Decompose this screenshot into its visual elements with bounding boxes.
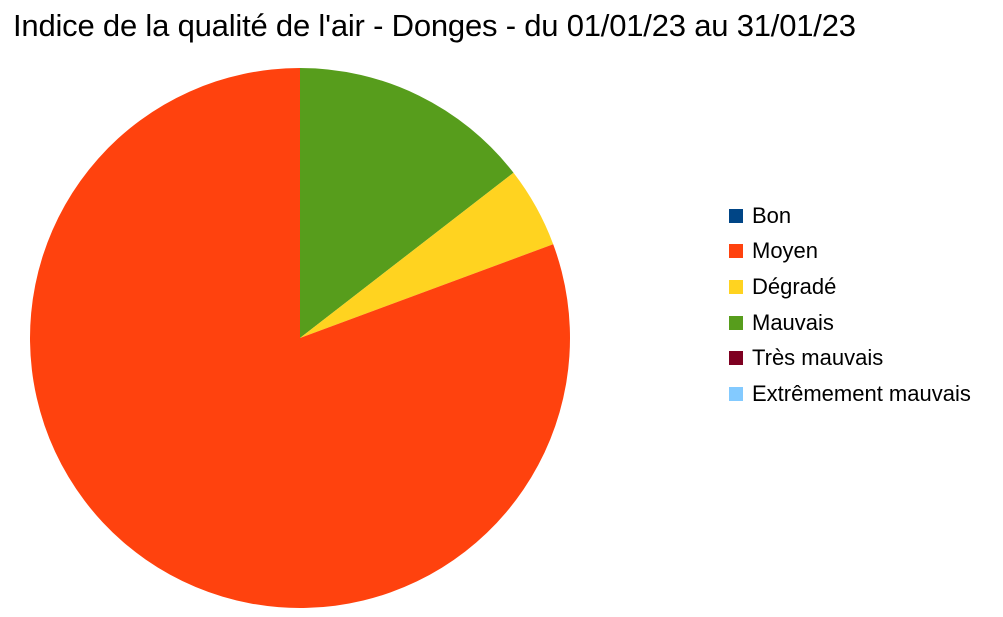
- pie-slice-degrade: [300, 172, 554, 338]
- legend-label: Très mauvais: [752, 345, 884, 371]
- legend: Bon Moyen Dégradé Mauvais Très mauvais Extrêm…: [729, 198, 971, 412]
- legend-swatch: [729, 244, 743, 259]
- legend-item-degrade: Dégradé: [729, 269, 971, 305]
- pie-slice-mauvais: [300, 68, 514, 338]
- legend-swatch: [729, 386, 743, 401]
- legend-item-extremement-mauvais: Extrêmement mauvais: [729, 376, 971, 412]
- legend-swatch: [729, 315, 743, 330]
- legend-swatch: [729, 208, 743, 223]
- legend-item-tres-mauvais: Très mauvais: [729, 340, 971, 376]
- pie-slice-moyen: [29, 68, 571, 609]
- legend-swatch: [729, 351, 743, 366]
- legend-label: Dégradé: [752, 273, 837, 299]
- legend-label: Mauvais: [752, 309, 834, 335]
- legend-label: Moyen: [752, 238, 819, 264]
- legend-item-bon: Bon: [729, 198, 971, 234]
- legend-label: Extrêmement mauvais: [752, 380, 971, 406]
- legend-label: Bon: [752, 202, 792, 228]
- legend-item-mauvais: Mauvais: [729, 305, 971, 341]
- legend-swatch: [729, 279, 743, 294]
- chart-title: Indice de la qualité de l'air - Donges -…: [13, 8, 856, 43]
- legend-item-moyen: Moyen: [729, 234, 971, 270]
